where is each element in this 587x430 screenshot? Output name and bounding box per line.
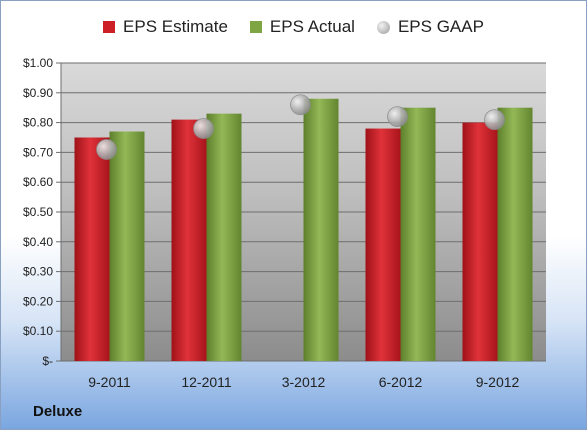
y-tick-label: $0.40 [23, 235, 53, 249]
bubble-eps-gaap [387, 106, 408, 128]
y-tick-label: $0.60 [23, 175, 53, 189]
legend-swatch-gaap [376, 20, 390, 34]
y-tick-label: $0.30 [23, 265, 53, 279]
bubble-eps-gaap [193, 118, 214, 139]
legend-swatch-actual [249, 21, 262, 33]
x-tick-label: 12-2011 [181, 374, 232, 390]
legend-swatch-estimate [103, 21, 116, 33]
bar-eps-estimate [365, 128, 401, 361]
x-tick-label: 9-2012 [476, 374, 520, 390]
x-tick-label: 9-2011 [88, 374, 131, 390]
bar-eps-actual [400, 107, 436, 361]
legend-item-estimate: EPS Estimate [103, 17, 228, 37]
legend-label-actual: EPS Actual [269, 17, 355, 36]
bar-eps-actual [303, 98, 339, 361]
legend-item-gaap: EPS GAAP [376, 17, 484, 37]
legend: EPS Estimate EPS Actual EPS GAAP [1, 17, 586, 37]
legend-item-actual: EPS Actual [249, 17, 355, 37]
company-name: Deluxe [33, 403, 83, 420]
gaap-bubbles [96, 94, 505, 160]
y-tick-label: $1.00 [23, 56, 53, 70]
bar-eps-actual [109, 131, 145, 361]
y-tick-label: $0.50 [23, 205, 53, 219]
bar-eps-estimate [462, 122, 498, 361]
y-tick-label: $0.70 [23, 145, 53, 159]
bubble-eps-gaap [96, 139, 117, 160]
bubble-eps-gaap [484, 109, 505, 131]
bar-eps-estimate [74, 137, 110, 361]
y-tick-label: $- [42, 354, 53, 368]
y-tick-label: $0.80 [23, 116, 53, 130]
x-axis-labels: 9-2011 12-2011 3-2012 6-2012 9-2012 [88, 374, 519, 390]
bar-eps-actual [497, 107, 533, 361]
legend-label-gaap: EPS GAAP [397, 17, 484, 36]
legend-label-estimate: EPS Estimate [123, 17, 228, 36]
bubble-eps-gaap [290, 94, 311, 116]
bars [74, 98, 533, 362]
bar-eps-estimate [171, 119, 207, 362]
y-tick-label: $0.20 [23, 294, 53, 308]
y-tick-label: $0.90 [23, 86, 53, 100]
x-tick-label: 6-2012 [379, 374, 423, 390]
y-axis-labels: $- $0.10 $0.20 $0.30 $0.40 $0.50 $0.60 $0.70 $0.… [23, 56, 53, 368]
bar-eps-actual [206, 113, 242, 361]
x-tick-label: 3-2012 [282, 374, 326, 390]
y-tick-label: $0.10 [23, 324, 53, 338]
